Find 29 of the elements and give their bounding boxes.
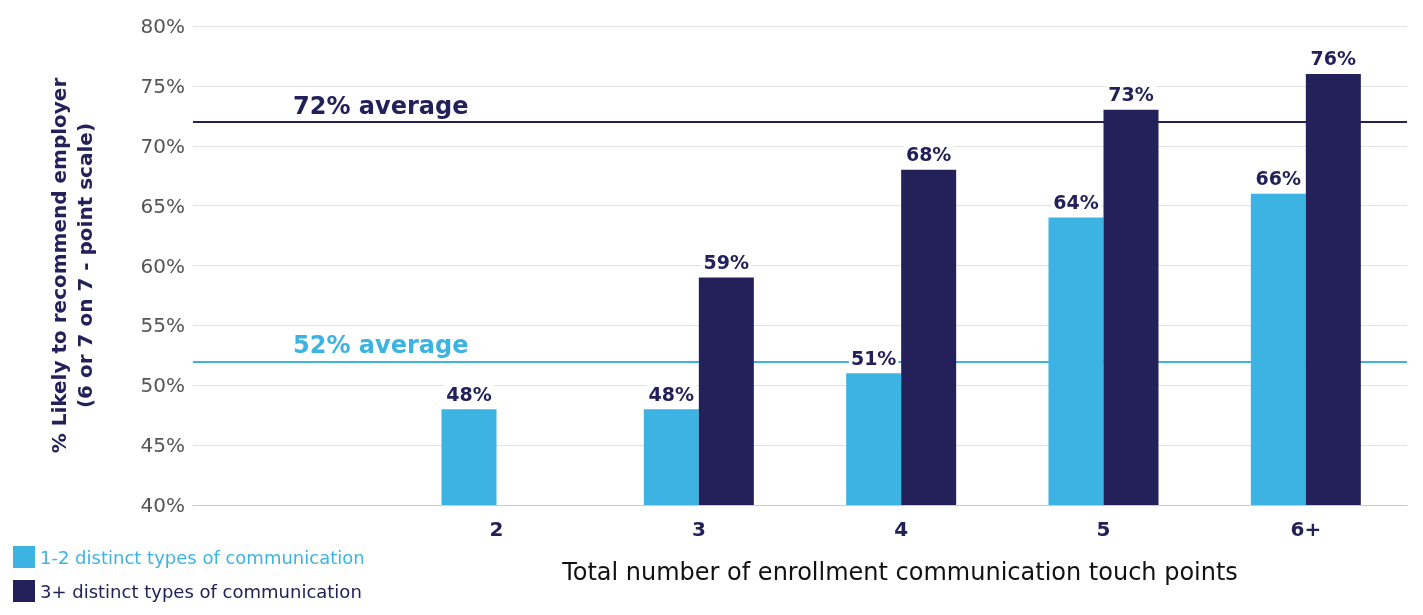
data-label: 48% — [446, 382, 492, 405]
legend-label: 3+ distinct types of communication — [40, 580, 362, 602]
x-tick-label: 2 — [489, 517, 504, 541]
y-tick-label: 60% — [140, 253, 185, 278]
data-label: 59% — [703, 250, 750, 273]
y-tick-label: 55% — [140, 313, 185, 338]
y-tick-label: 75% — [140, 73, 185, 98]
y-tick-label: 80% — [140, 14, 185, 38]
y-tick-label: 45% — [140, 433, 185, 458]
y-tick-label: 40% — [140, 493, 185, 517]
data-label: 64% — [1053, 191, 1099, 214]
x-tick-label: 3 — [691, 517, 706, 541]
x-tick-label: 5 — [1096, 517, 1111, 541]
ref-line-label: 72% average — [293, 91, 469, 120]
legend-label: 1-2 distinct types of communication — [40, 546, 365, 568]
y-tick-label: 70% — [140, 133, 185, 158]
data-label: 48% — [648, 382, 695, 405]
x-tick-label: 6+ — [1290, 517, 1322, 541]
data-label: 51% — [850, 346, 897, 369]
y-tick-label: 65% — [140, 193, 185, 218]
ref-line-label: 52% average — [293, 331, 469, 360]
data-label: 66% — [1255, 167, 1302, 190]
x-axis-title: Total number of enrollment communication touch points — [561, 558, 1238, 586]
data-label: 73% — [1108, 83, 1154, 106]
x-tick-label: 4 — [894, 517, 909, 541]
y-tick-label: 50% — [140, 373, 185, 398]
y-axis-title: % Likely to recommend employer (6 or 7 on 7 - point scale) — [47, 77, 97, 454]
data-label: 68% — [905, 143, 952, 166]
data-label: 76% — [1310, 47, 1357, 70]
